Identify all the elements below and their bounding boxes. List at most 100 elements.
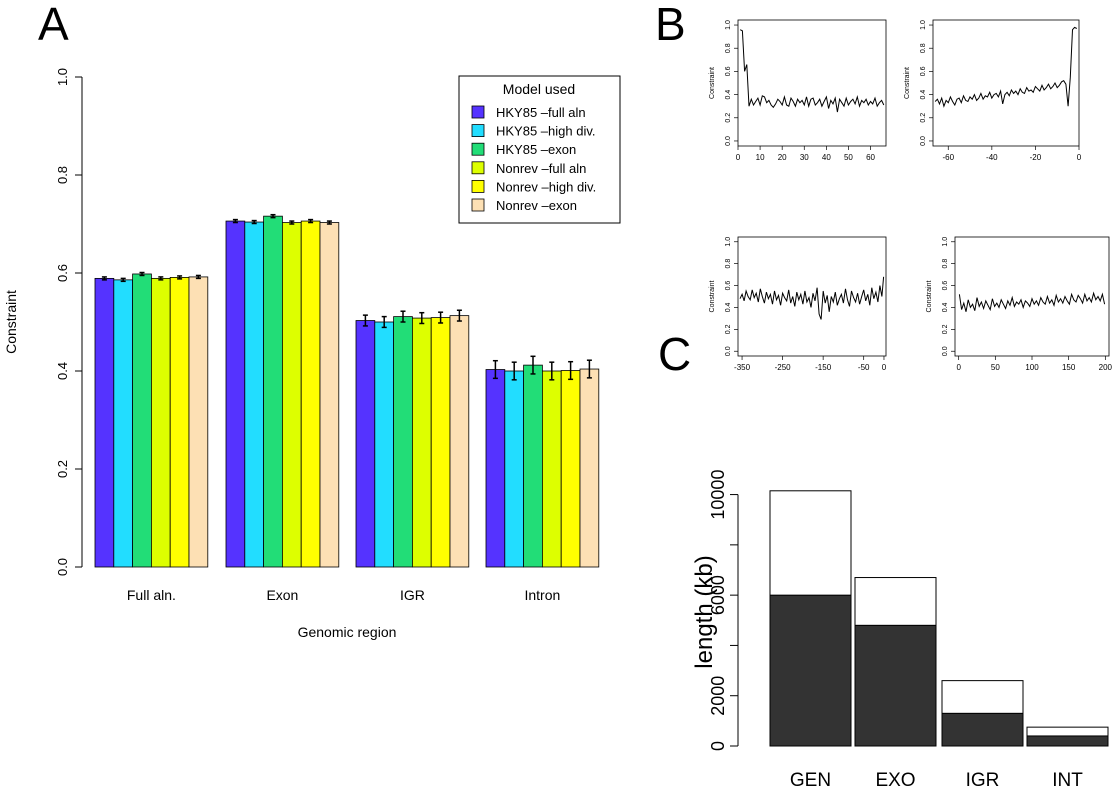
chart-b-y-tick-label: 0.4 [920,90,927,100]
chart-c-bar-segment [941,680,1024,714]
chart-a-bar [393,316,413,568]
chart-a-error-bars [101,213,592,381]
chart-b-y-tick-label: 0.8 [725,259,732,269]
chart-c-bar-segment [769,490,852,596]
chart-b-y-tick-label: 0.6 [725,66,732,76]
chart-b-x-tick-label: -20 [1030,153,1042,162]
chart-a-bar [485,369,506,568]
chart-a-bar [374,321,394,568]
chart-a-x-axis-label: Genomic region [298,624,397,640]
chart-c-bar-segment [941,712,1024,747]
chart-b-y-tick-label: 0.8 [920,43,927,53]
chart-a-bars [94,215,600,568]
chart-a-legend-title: Model used [503,81,575,97]
chart-b-y-tick-label: 0.4 [725,90,732,100]
chart-a: 0.0 0.2 0.4 0.6 0.8 1.0 Full aln. Exon IGR Intro… [3,68,621,640]
chart-a-x-tick-labels: Full aln. Exon IGR Intron [127,587,560,603]
chart-c-bar-segment [1026,726,1109,737]
chart-a-x-tick-label: Intron [524,587,560,603]
panel-letter-a: A [38,0,69,50]
chart-b-x-tick-label: -150 [815,363,832,372]
chart-b3: 0.0 0.2 0.4 0.6 0.8 1.0 -350 -250 -150 -50 0 Constr… [709,236,887,372]
chart-b-x-tick-label: 50 [991,363,1000,372]
chart-b-x-tick-label: 200 [1099,363,1113,372]
chart-b-y-tick-label: 0.2 [942,324,949,334]
chart-b-x-tick-label: -250 [775,363,792,372]
chart-a-bar [150,277,171,568]
chart-a-y-axis-label: Constraint [3,290,19,354]
chart-a-legend-box [458,75,621,224]
chart-a-bar [355,320,376,568]
chart-b-y-tick-label: 1.0 [942,237,949,247]
chart-c-y-axis: 0 2000 6000 10000 [708,470,739,751]
chart-a-legend-swatch [471,142,485,156]
chart-a-bar [411,317,432,568]
chart-b-x-tick-label: -60 [942,153,954,162]
chart-c-y-tick-label: 0 [708,741,728,751]
chart-b-y-tick-label: 0.8 [942,259,949,269]
chart-a-bar [430,317,451,568]
chart-a-y-axis: 0.0 0.2 0.4 0.6 0.8 1.0 [55,68,83,576]
chart-b-x-tick-label: 100 [1025,363,1039,372]
chart-a-bar [225,220,246,568]
chart-a-bar [542,370,562,568]
chart-c-y-axis-label: length (kb) [691,555,718,668]
chart-a-bar [244,221,265,568]
chart-c-x-tick-label: GEN [790,770,831,791]
chart-b-x-tick-label: -50 [858,363,870,372]
chart-c-x-tick-labels: GEN EXO IGR INT [790,770,1083,791]
chart-b2: 0.0 0.2 0.4 0.6 0.8 1.0 -60 -40 -20 0 Constraint [904,19,1082,162]
chart-a-bar [504,370,524,568]
chart-b-series-line [739,276,885,320]
chart-b4: 0.0 0.2 0.4 0.6 0.8 1.0 0 50 100 150 200 Constraint [926,236,1113,372]
chart-b1: 0.0 0.2 0.4 0.6 0.8 1.0 0 10 20 30 40 50 60 Constrain… [709,19,887,162]
chart-b-y-tick-label: 0.6 [725,281,732,291]
chart-a-bar [579,368,600,568]
chart-a-bar [263,215,283,568]
chart-b-x-tick-label: 150 [1062,363,1076,372]
chart-b-x-tick-label: 20 [778,153,787,162]
chart-a-legend-swatch [471,105,485,119]
chart-c-bar-segment [1026,735,1109,747]
chart-c-bar-segment [854,577,937,626]
chart-b-plot-frame [737,19,887,147]
chart-a-legend-label: Nonrev –high div. [496,179,596,194]
chart-a-y-tick-label: 0.8 [55,166,70,184]
chart-a-legend-label: Nonrev –exon [496,198,577,213]
chart-b-x-tick-label: 50 [844,153,853,162]
chart-b-x-tick-label: 30 [800,153,809,162]
chart-b-x-tick-label: 40 [822,153,831,162]
chart-b-y-axis-label: Constraint [926,280,933,312]
chart-b-y-tick-label: 0.8 [725,43,732,53]
chart-a-x-tick-label: Exon [266,587,298,603]
chart-b-y-tick-label: 0.0 [920,136,927,146]
chart-c-x-tick-label: EXO [875,770,915,791]
chart-c-bar-segment [854,624,937,747]
chart-a-bar [300,220,321,568]
chart-b-series-line [739,29,885,113]
chart-a-bar [281,222,302,568]
chart-a-y-tick-label: 0.6 [55,264,70,282]
chart-b-series-line [934,26,1078,108]
chart-b-x-tick-label: 10 [756,153,765,162]
chart-a-legend-swatch [471,124,485,137]
chart-a-legend-label: HKY85 –exon [496,142,576,157]
chart-a-legend-items: HKY85 –full aln HKY85 –high div. HKY85 –ex… [471,105,596,213]
chart-a-bar [319,222,340,568]
chart-b-x-tick-label: 0 [736,153,741,162]
chart-c-bar-segment [769,594,852,747]
chart-a-y-tick-label: 0.2 [55,460,70,478]
chart-b-y-axis-label: Constraint [904,67,911,99]
chart-c: 0 2000 6000 10000 GEN EXO IGR INT length (kb) [691,470,1109,791]
chart-b-y-tick-label: 0.0 [725,136,732,146]
chart-c-x-tick-label: INT [1052,770,1083,791]
chart-a-legend-label: Nonrev –full aln [496,161,586,176]
panel-letter-c: C [658,328,691,380]
chart-b-y-tick-label: 0.2 [725,324,732,334]
chart-a-x-tick-label: Full aln. [127,587,176,603]
chart-a-legend-label: HKY85 –full aln [496,105,586,120]
chart-a-legend-swatch [471,179,485,193]
chart-a-x-tick-label: IGR [400,587,425,603]
chart-c-bars [769,490,1109,747]
chart-b-plot-frame [932,19,1080,147]
